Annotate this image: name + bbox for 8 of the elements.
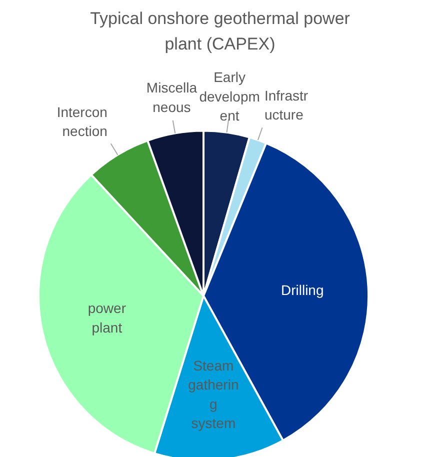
slice-label: Steam gathering system — [188, 358, 239, 432]
slice-label: Early development — [199, 69, 260, 124]
slice-label: Interconnection — [56, 104, 108, 140]
slice-label: power plant — [88, 300, 126, 336]
chart-title: Typical onshore geothermal power plant (CAPEX) — [90, 9, 350, 54]
slice-label: Infrastructure — [264, 87, 308, 122]
slice-label: Miscellaneous — [146, 80, 198, 115]
slice-label: Drilling — [280, 282, 324, 298]
